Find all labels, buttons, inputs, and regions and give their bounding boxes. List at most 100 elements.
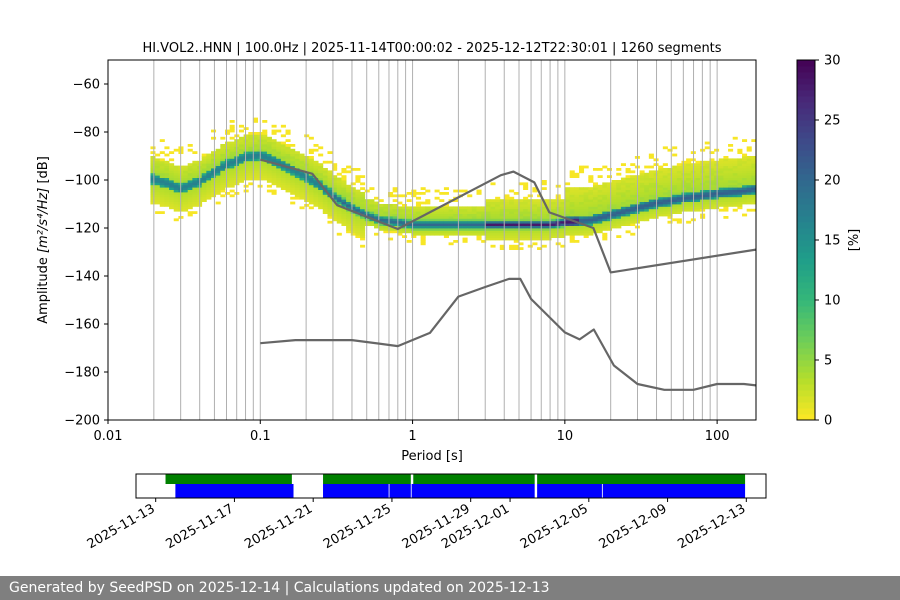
heatmap-cell: [429, 223, 435, 226]
heatmap-cell: [630, 187, 636, 190]
heatmap-cell: [308, 194, 314, 198]
heatmap-cell: [695, 189, 701, 193]
heatmap-cell: [625, 168, 631, 171]
heatmap-cell: [355, 199, 361, 202]
heatmap-cell: [504, 225, 510, 229]
heatmap-cell: [159, 199, 165, 202]
heatmap-cell: [369, 204, 375, 207]
heatmap-cell: [565, 220, 571, 224]
heatmap-cell: [509, 230, 515, 234]
heatmap-cell: [346, 211, 352, 214]
heatmap-cell: [676, 201, 682, 205]
colorbar-segment: [797, 168, 815, 175]
heatmap-cell: [276, 144, 282, 147]
heatmap-cell: [532, 218, 538, 222]
heatmap-cell: [746, 208, 752, 212]
heatmap-cell: [578, 194, 585, 198]
heatmap-cell: [318, 172, 324, 176]
heatmap-cell: [183, 201, 189, 205]
heatmap-cell: [737, 192, 743, 195]
heatmap-cell: [560, 208, 566, 212]
heatmap-cell: [546, 201, 552, 205]
heatmap-cell: [173, 184, 179, 188]
heatmap-cell: [332, 196, 338, 200]
heatmap-cell: [490, 216, 496, 219]
heatmap-cell: [429, 218, 435, 222]
heatmap-cell: [285, 146, 291, 150]
heatmap-cell: [476, 223, 482, 226]
heatmap-cell: [737, 184, 743, 188]
heatmap-cell: [551, 199, 557, 202]
heatmap-cell: [499, 213, 505, 217]
heatmap-cell: [676, 199, 682, 202]
heatmap-cell: [206, 165, 212, 169]
heatmap-cell: [565, 228, 571, 231]
heatmap-cell: [723, 182, 729, 186]
heatmap-cell: [248, 170, 254, 174]
heatmap-cell: [513, 216, 519, 219]
colorbar-segment: [797, 270, 815, 277]
heatmap-cell: [737, 160, 743, 164]
heatmap-cell: [243, 141, 249, 145]
heatmap-cell: [290, 160, 296, 164]
heatmap-cell: [159, 201, 165, 205]
heatmap-cell: [411, 228, 417, 231]
heatmap-cell: [602, 220, 608, 224]
heatmap-cell: [537, 208, 543, 212]
heatmap-cell: [248, 182, 254, 186]
heatmap-cell: [332, 216, 338, 219]
heatmap-cell: [411, 206, 417, 210]
heatmap-cell: [169, 163, 175, 166]
heatmap-cell: [602, 211, 608, 214]
heatmap-cell: [401, 216, 408, 219]
heatmap-cell: [709, 163, 715, 166]
heatmap-cell: [374, 204, 380, 207]
heatmap-cell: [299, 206, 305, 210]
heatmap-cell: [392, 223, 398, 226]
y-axis-label-suffix: [dB]: [36, 156, 51, 187]
heatmap-cell: [742, 192, 748, 195]
heatmap-cell: [401, 194, 408, 198]
heatmap-cell: [509, 201, 515, 205]
heatmap-cell: [332, 218, 338, 222]
heatmap-cell: [192, 184, 198, 188]
heatmap-cell: [374, 206, 380, 210]
heatmap-cell: [294, 196, 300, 200]
heatmap-cell: [742, 156, 748, 159]
heatmap-cell: [471, 208, 477, 212]
heatmap-cell: [509, 218, 515, 222]
heatmap-cell: [742, 194, 748, 198]
heatmap-cell: [206, 182, 212, 186]
heatmap-cell: [723, 168, 729, 171]
heatmap-cell: [495, 218, 501, 222]
heatmap-cell: [313, 201, 319, 205]
heatmap-cell: [327, 184, 333, 188]
heatmap-cell: [201, 184, 207, 188]
heatmap-cell: [169, 182, 175, 186]
heatmap-cell: [439, 208, 445, 212]
heatmap-cell: [574, 206, 580, 210]
heatmap-cell: [453, 240, 459, 243]
heatmap-cell: [425, 216, 431, 219]
colorbar-segment: [797, 246, 815, 253]
heatmap-cell: [546, 218, 552, 222]
heatmap-cell: [294, 184, 300, 188]
heatmap-cell: [625, 199, 631, 202]
heatmap-cell: [742, 182, 748, 186]
heatmap-cell: [513, 237, 519, 241]
colorbar-segment: [797, 96, 815, 103]
heatmap-cell: [327, 216, 333, 219]
heatmap-cell: [499, 204, 505, 207]
heatmap-cell: [541, 235, 547, 238]
heatmap-cell: [169, 180, 175, 183]
heatmap-cell: [462, 206, 468, 210]
heatmap-cell: [266, 165, 272, 169]
colorbar-segment: [797, 354, 815, 361]
heatmap-cell: [183, 194, 189, 198]
heatmap-cell: [737, 180, 743, 183]
heatmap-cell: [252, 151, 258, 154]
heatmap-cell: [532, 242, 538, 246]
heatmap-cell: [327, 180, 333, 183]
heatmap-cell: [299, 194, 305, 198]
heatmap-cell: [723, 170, 729, 174]
